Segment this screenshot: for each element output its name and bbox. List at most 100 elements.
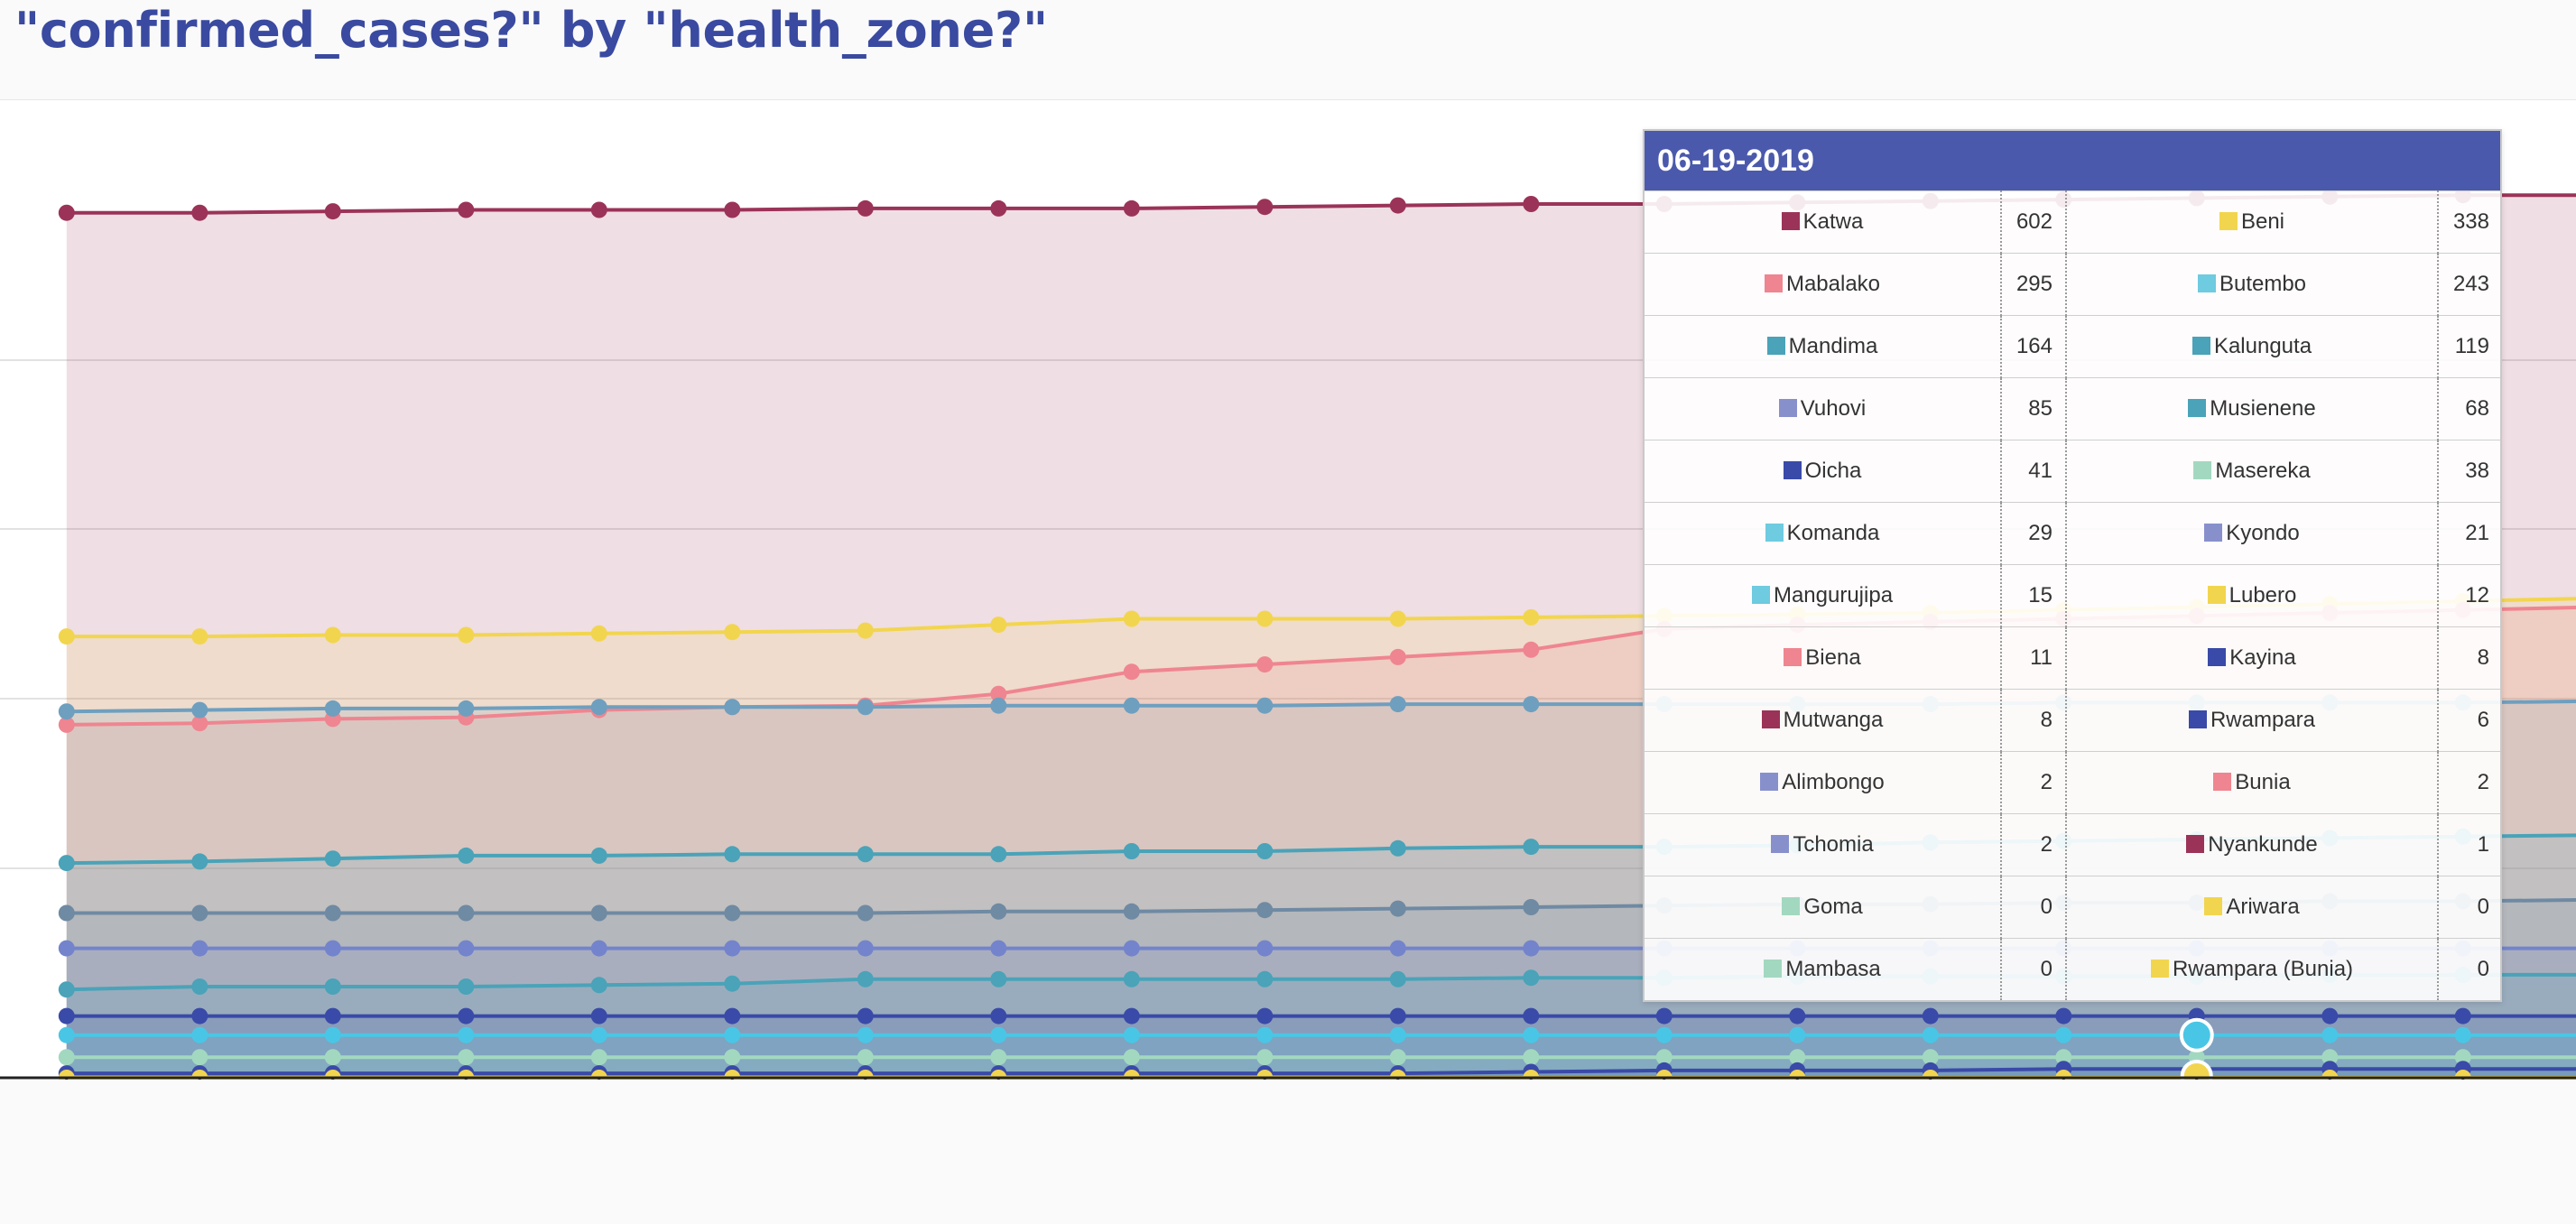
series-line bbox=[66, 1067, 2576, 1076]
legend-swatch bbox=[1764, 960, 1783, 978]
data-point bbox=[590, 699, 607, 716]
tooltip-label: Nyankunde bbox=[2208, 832, 2318, 857]
data-point bbox=[324, 850, 341, 867]
tooltip-value: 38 bbox=[2437, 440, 2500, 503]
tooltip-series-name: Mangurujipa bbox=[1645, 564, 2001, 627]
legend-swatch bbox=[1782, 897, 1801, 915]
data-point bbox=[1922, 1049, 1939, 1066]
legend-swatch bbox=[1766, 337, 1785, 355]
data-point bbox=[1523, 696, 1540, 713]
data-point bbox=[857, 622, 874, 639]
series-area bbox=[66, 1015, 2576, 1078]
data-point bbox=[1922, 1026, 1939, 1043]
data-point bbox=[1655, 1007, 1673, 1025]
data-point bbox=[191, 715, 208, 732]
tooltip-label: Mangurujipa bbox=[1773, 583, 1894, 607]
data-point bbox=[990, 685, 1007, 702]
data-point bbox=[1789, 1049, 1806, 1066]
data-point bbox=[1655, 1026, 1673, 1043]
data-point bbox=[1256, 970, 1274, 988]
data-point bbox=[324, 904, 341, 922]
legend-swatch bbox=[1764, 274, 1783, 292]
legend-swatch bbox=[2191, 337, 2210, 355]
legend-swatch bbox=[2188, 399, 2207, 417]
data-point bbox=[724, 940, 741, 957]
data-point bbox=[2321, 1049, 2339, 1066]
data-point bbox=[458, 1007, 475, 1025]
data-point bbox=[724, 975, 741, 992]
data-point bbox=[590, 1007, 607, 1025]
data-point bbox=[1523, 899, 1540, 915]
data-point bbox=[990, 970, 1007, 988]
tooltip-row: Tchomia 2 Nyankunde 1 bbox=[1645, 813, 2500, 876]
tooltip-value: 41 bbox=[2000, 440, 2067, 503]
tooltip-label: Mambasa bbox=[1785, 957, 1881, 981]
tooltip-series-name: Musienene bbox=[2066, 377, 2438, 440]
legend-swatch bbox=[2204, 897, 2223, 915]
tooltip-value: 1 bbox=[2437, 813, 2500, 876]
tooltip-value: 11 bbox=[2000, 626, 2067, 690]
data-point bbox=[324, 203, 341, 220]
tooltip-label: Vuhovi bbox=[1800, 396, 1867, 421]
hover-tooltip: 06-19-2019 Katwa 602 Beni 338 Mabalako 295 But… bbox=[1643, 129, 2502, 1002]
data-point bbox=[990, 1049, 1007, 1066]
tooltip-row: Goma 0 Ariwara 0 bbox=[1645, 876, 2500, 939]
tooltip-label: Komanda bbox=[1786, 521, 1880, 545]
data-point bbox=[58, 1007, 75, 1025]
tooltip-series-name: Kayina bbox=[2066, 626, 2438, 690]
data-point bbox=[590, 201, 607, 218]
data-point bbox=[458, 201, 475, 218]
tooltip-row: Mandima 164 Kalunguta 119 bbox=[1645, 315, 2500, 378]
data-point bbox=[857, 199, 874, 217]
data-point bbox=[324, 626, 341, 644]
tooltip-value: 119 bbox=[2437, 315, 2500, 378]
data-point bbox=[857, 940, 874, 957]
tooltip-label: Kalunguta bbox=[2213, 334, 2312, 358]
data-point bbox=[590, 1049, 607, 1066]
data-point bbox=[58, 1049, 75, 1066]
data-point bbox=[590, 977, 607, 994]
tooltip-series-name: Mutwanga bbox=[1645, 689, 2001, 752]
data-point bbox=[2055, 1007, 2072, 1025]
tooltip-label: Kyondo bbox=[2226, 521, 2300, 545]
tooltip-series-name: Ariwara bbox=[2066, 876, 2438, 939]
data-point bbox=[458, 978, 475, 995]
tooltip-row: Mutwanga 8 Rwampara 6 bbox=[1645, 689, 2500, 752]
tooltip-series-name: Beni bbox=[2066, 190, 2438, 254]
data-point bbox=[2055, 1026, 2072, 1043]
data-point bbox=[58, 716, 75, 733]
tooltip-value: 0 bbox=[2437, 876, 2500, 939]
legend-swatch bbox=[1783, 461, 1802, 479]
tooltip-label: Alimbongo bbox=[1782, 770, 1885, 794]
data-point bbox=[724, 624, 741, 641]
data-point bbox=[458, 1049, 475, 1066]
tooltip-label: Musienene bbox=[2210, 396, 2316, 421]
tooltip-value: 85 bbox=[2000, 377, 2067, 440]
tooltip-series-name: Nyankunde bbox=[2066, 813, 2438, 876]
tooltip-value: 8 bbox=[2437, 626, 2500, 690]
data-point bbox=[1789, 1026, 1806, 1043]
tooltip-series-name: Lubero bbox=[2066, 564, 2438, 627]
tooltip-value: 6 bbox=[2437, 689, 2500, 752]
tooltip-series-name: Komanda bbox=[1645, 502, 2001, 565]
data-point bbox=[990, 903, 1007, 920]
tooltip-row: Vuhovi 85 Musienene 68 bbox=[1645, 377, 2500, 440]
data-point bbox=[1123, 199, 1140, 217]
tooltip-series-name: Masereka bbox=[2066, 440, 2438, 503]
data-point bbox=[990, 697, 1007, 714]
data-point bbox=[990, 846, 1007, 863]
tooltip-row: Mabalako 295 Butembo 243 bbox=[1645, 253, 2500, 316]
data-point bbox=[2321, 1007, 2339, 1025]
data-point bbox=[191, 853, 208, 870]
data-point bbox=[1389, 940, 1406, 957]
data-point bbox=[191, 204, 208, 221]
data-point bbox=[724, 201, 741, 218]
data-point bbox=[1123, 970, 1140, 988]
data-point bbox=[191, 1026, 208, 1043]
data-point bbox=[1389, 1007, 1406, 1025]
data-point bbox=[58, 703, 75, 720]
data-point bbox=[990, 1007, 1007, 1025]
tooltip-label: Bunia bbox=[2235, 770, 2291, 794]
tooltip-series-name: Mabalako bbox=[1645, 253, 2001, 316]
tooltip-label: Lubero bbox=[2229, 583, 2297, 607]
